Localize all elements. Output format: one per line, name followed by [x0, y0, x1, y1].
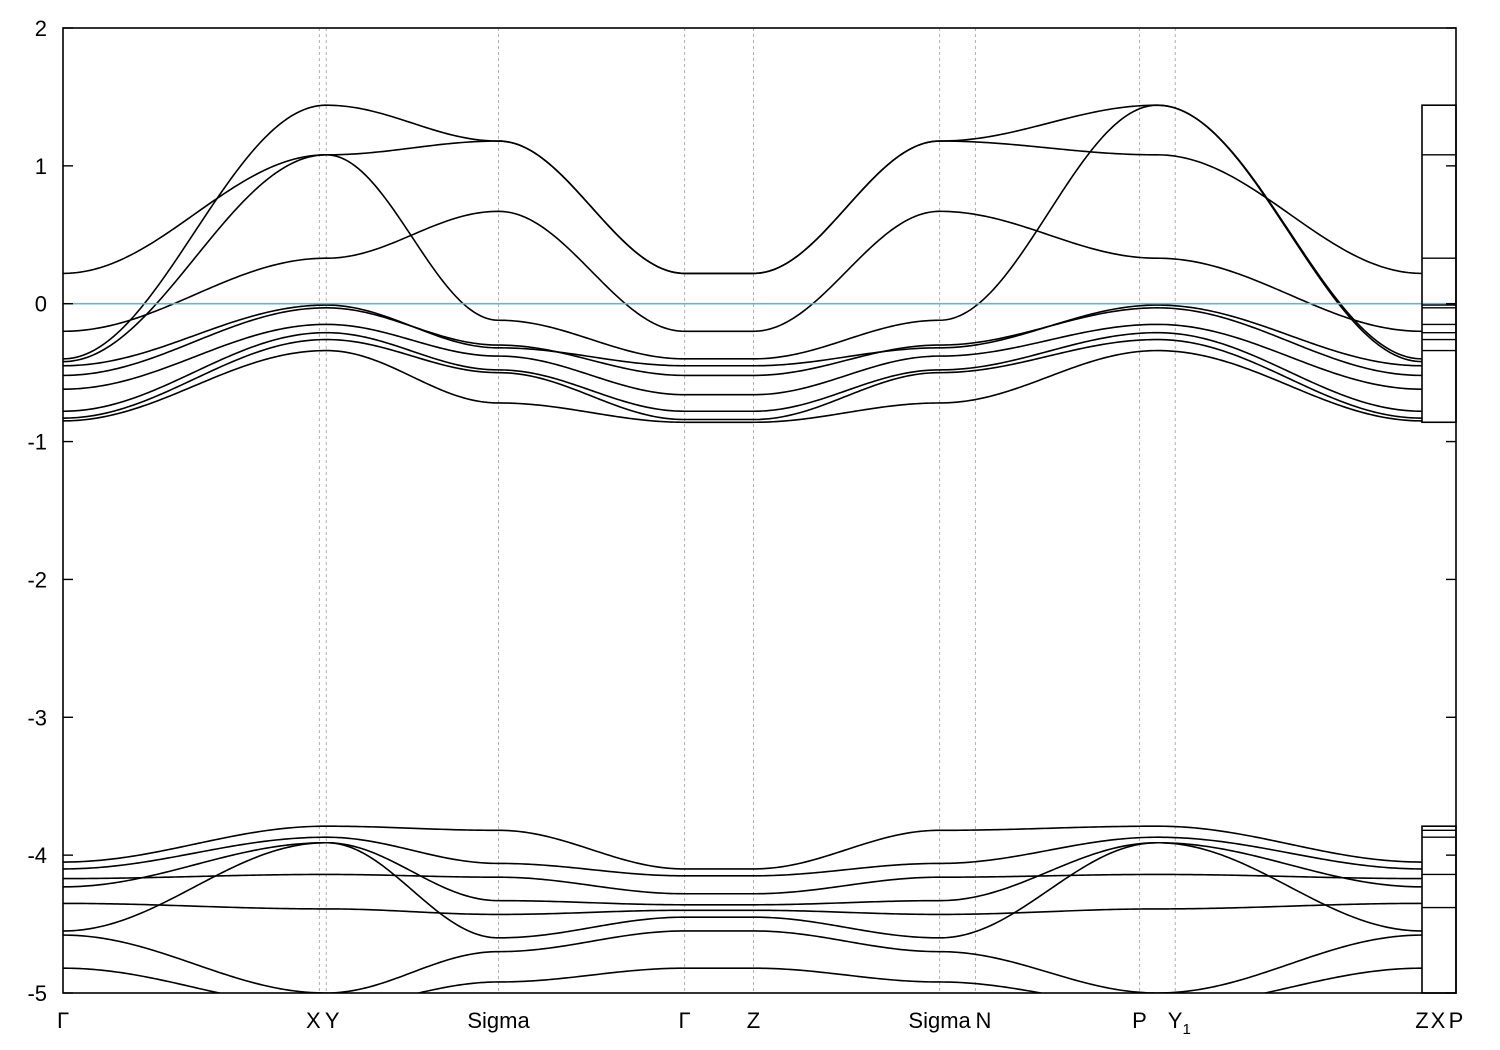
- band-line: [63, 930, 1422, 993]
- band-line: [63, 331, 1422, 413]
- plot-frame: [62, 27, 1457, 994]
- band-line: [63, 104, 1422, 363]
- band-line: [63, 836, 1422, 877]
- band-line: [63, 967, 1422, 993]
- x-tick-label: Z: [1415, 1008, 1428, 1033]
- y-tick-label: -5: [27, 981, 47, 1006]
- dos-lower-box: [1421, 825, 1457, 994]
- y-tick-label: -2: [27, 567, 47, 592]
- x-tick-label: Sigma: [908, 1008, 971, 1033]
- symmetry-gridlines: [318, 28, 1176, 993]
- x-tick-label: Γ: [57, 1008, 69, 1033]
- dos-panel: [1421, 104, 1457, 994]
- y-tick-label: 0: [35, 292, 47, 317]
- x-tick-label: Y1: [1168, 1008, 1191, 1038]
- x-tick-label: X: [306, 1008, 321, 1033]
- band-line: [63, 841, 1422, 939]
- y-tick-label: -3: [27, 705, 47, 730]
- band-line: [63, 140, 1422, 275]
- x-tick-label: Γ: [679, 1008, 691, 1033]
- x-tick-label: P: [1132, 1008, 1147, 1033]
- band-line: [63, 307, 1422, 377]
- band-line: [63, 873, 1422, 895]
- dos-panel-label: X: [1431, 1008, 1446, 1033]
- x-tick-label: Y: [325, 1008, 340, 1033]
- band-lines: [63, 104, 1422, 993]
- x-tick-label: Z: [747, 1008, 760, 1033]
- x-tick-label: N: [975, 1008, 991, 1033]
- band-line: [63, 304, 1422, 367]
- y-tick-label: 1: [35, 154, 47, 179]
- band-line: [63, 338, 1422, 421]
- band-line: [63, 825, 1422, 870]
- band-line: [63, 349, 1422, 424]
- band-line: [63, 323, 1422, 396]
- dos-panel-label: P: [1449, 1008, 1464, 1033]
- y-tick-label: -4: [27, 843, 47, 868]
- dos-upper-box: [1421, 104, 1457, 424]
- y-axis-ticks: 2 1 0 -1 -2 -3 -4 -5: [27, 16, 1456, 1006]
- band-line: [63, 210, 1422, 333]
- x-tick-label: Sigma: [467, 1008, 530, 1033]
- y-tick-label: 2: [35, 16, 47, 41]
- y-tick-label: -1: [27, 430, 47, 455]
- band-line: [63, 841, 1422, 906]
- x-axis-labels: Γ X Y Sigma Γ Z Sigma N P Y1 Z X P: [57, 1008, 1463, 1038]
- band-line: [63, 902, 1422, 916]
- band-line: [63, 104, 1422, 360]
